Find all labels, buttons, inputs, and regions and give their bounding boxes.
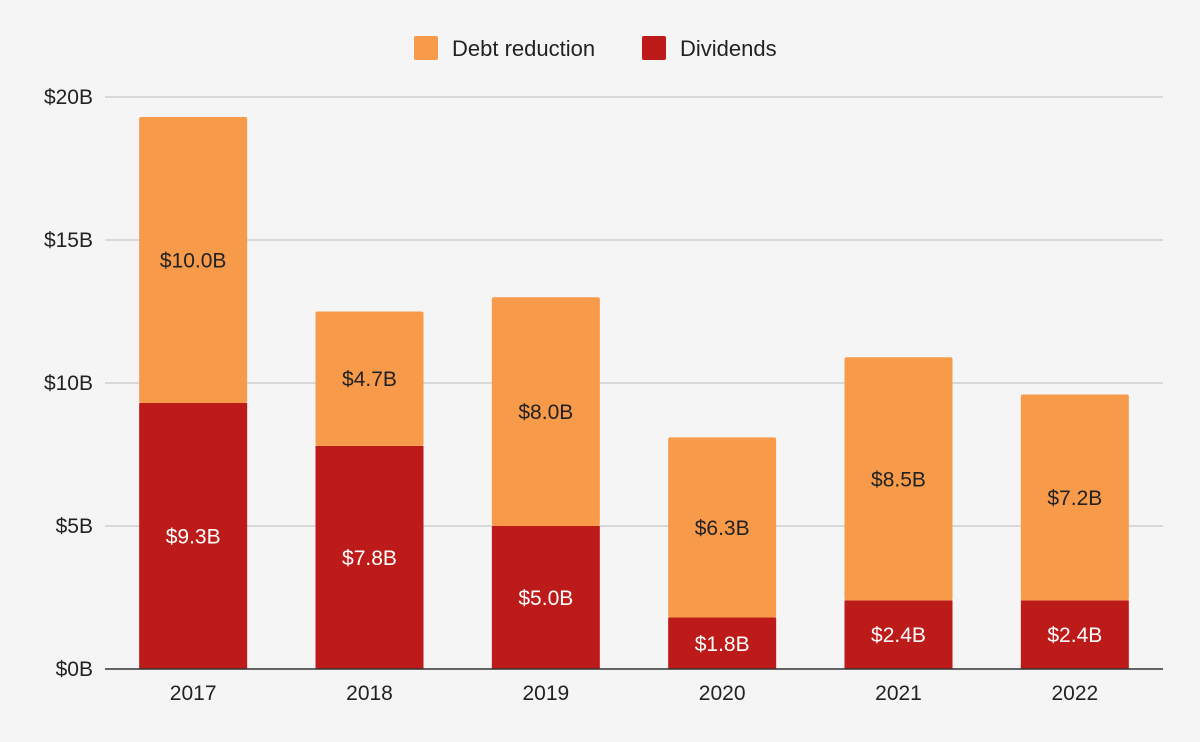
bar-dividends-2021 (844, 600, 953, 669)
data-label-dividends-2022: $2.4B (1047, 624, 1102, 647)
bar-debt-reduction-2021 (844, 357, 953, 601)
x-tick-label-2018: 2018 (346, 682, 393, 705)
data-labels: $9.3B $10.0B $7.8B $4.7B $5.0B $8.0B $1.8B $6.3… (160, 250, 1102, 656)
legend-swatch-dividends (642, 36, 666, 60)
data-label-dividends-2020: $1.8B (695, 633, 750, 656)
y-tick-label-5b: $5B (56, 515, 93, 538)
data-label-dividends-2017: $9.3B (166, 526, 221, 549)
axes: $0B $5B $10B $15B $20B 2017 2018 2019 2020 2021 20… (44, 86, 1163, 705)
data-label-dividends-2021: $2.4B (871, 624, 926, 647)
x-tick-label-2017: 2017 (170, 682, 217, 705)
bar-debt-reduction-2018 (315, 311, 424, 446)
gridlines (105, 96, 1163, 527)
legend-label-dividends: Dividends (680, 36, 777, 61)
data-label-dividends-2019: $5.0B (518, 587, 573, 610)
data-label-debt-reduction-2017: $10.0B (160, 250, 227, 273)
bar-dividends-2022 (1020, 600, 1129, 669)
data-label-debt-reduction-2020: $6.3B (695, 517, 750, 540)
legend-item-dividends: Dividends (642, 36, 777, 61)
x-tick-label-2021: 2021 (875, 682, 922, 705)
legend-item-debt-reduction: Debt reduction (414, 36, 595, 61)
bar-debt-reduction-2022 (1020, 394, 1129, 601)
bar-dividends-2018 (315, 445, 424, 669)
legend-swatch-debt-reduction (414, 36, 438, 60)
bar-debt-reduction-2017 (139, 117, 248, 404)
y-tick-label-15b: $15B (44, 229, 93, 252)
data-label-dividends-2018: $7.8B (342, 547, 397, 570)
x-tick-label-2020: 2020 (699, 682, 746, 705)
bar-dividends-2020 (668, 617, 777, 669)
x-tick-label-2019: 2019 (522, 682, 569, 705)
y-tick-label-20b: $20B (44, 86, 93, 109)
y-tick-label-10b: $10B (44, 372, 93, 395)
data-label-debt-reduction-2019: $8.0B (518, 401, 573, 424)
bar-debt-reduction-2020 (668, 437, 777, 618)
legend-label-debt-reduction: Debt reduction (452, 36, 595, 61)
legend: Debt reduction Dividends (414, 36, 777, 61)
data-label-debt-reduction-2022: $7.2B (1047, 487, 1102, 510)
x-tick-label-2022: 2022 (1051, 682, 1098, 705)
data-label-debt-reduction-2021: $8.5B (871, 468, 926, 491)
y-tick-label-0b: $0B (56, 658, 93, 681)
bars (139, 117, 1129, 669)
bar-debt-reduction-2019 (491, 297, 600, 526)
bar-dividends-2017 (139, 403, 248, 669)
data-label-debt-reduction-2018: $4.7B (342, 368, 397, 391)
bar-dividends-2019 (491, 526, 600, 669)
